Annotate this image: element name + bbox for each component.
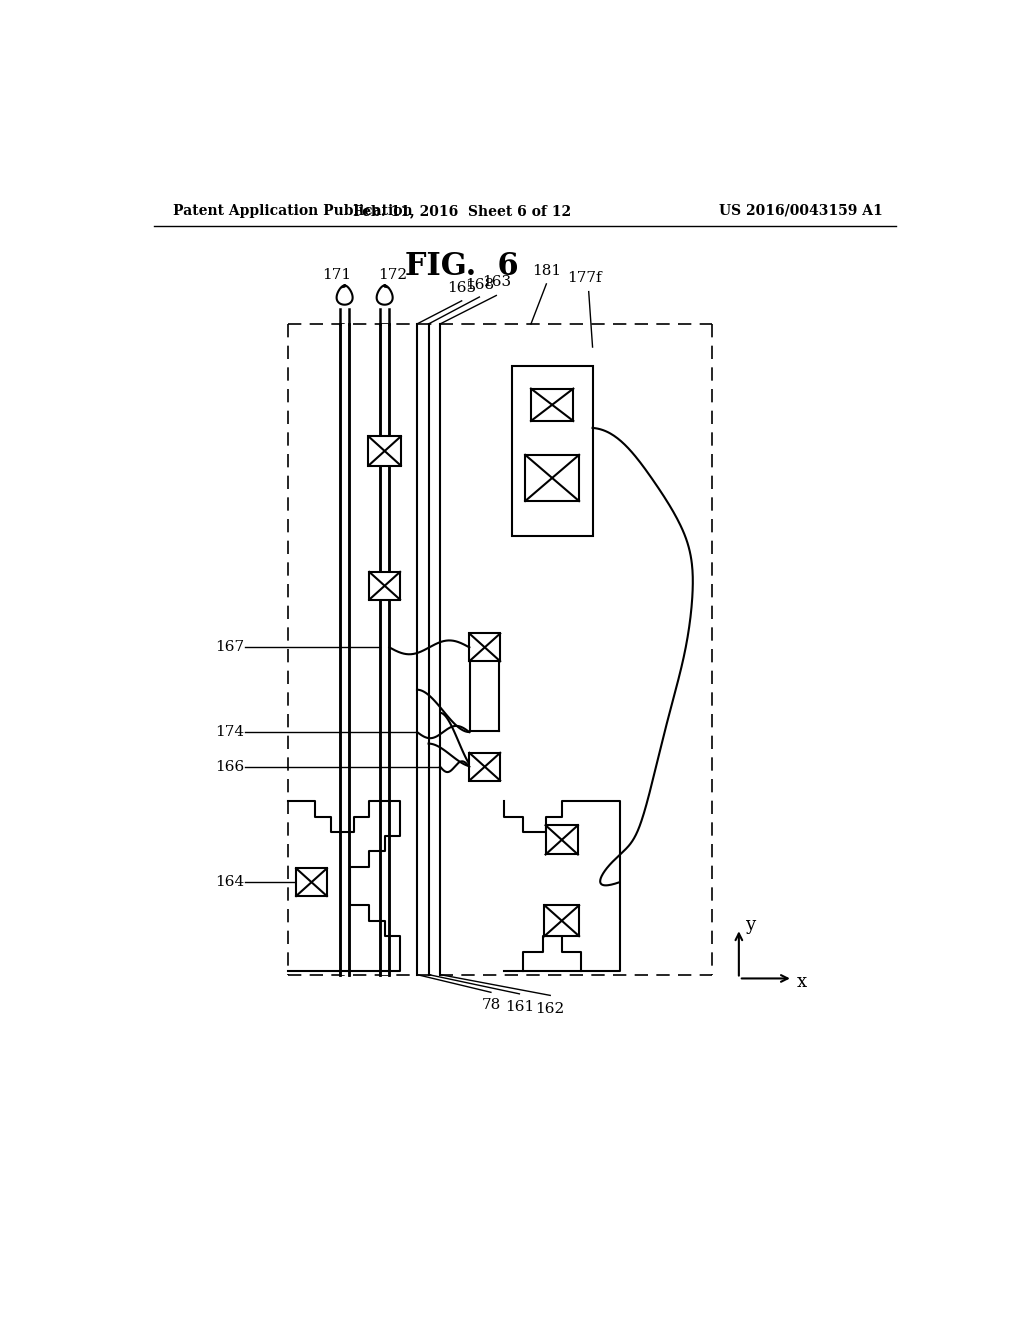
Text: 162: 162 <box>536 1002 565 1015</box>
Bar <box>531 388 573 421</box>
Text: 166: 166 <box>215 760 245 774</box>
Text: 168: 168 <box>465 279 494 293</box>
Text: 181: 181 <box>531 264 561 277</box>
Text: 172: 172 <box>378 268 407 281</box>
Text: FIG.  6: FIG. 6 <box>404 251 518 281</box>
Bar <box>340 323 349 974</box>
Bar <box>469 634 500 661</box>
Text: 171: 171 <box>323 268 351 281</box>
Text: Patent Application Publication: Patent Application Publication <box>173 203 413 218</box>
Text: y: y <box>745 916 755 933</box>
Text: Feb. 11, 2016  Sheet 6 of 12: Feb. 11, 2016 Sheet 6 of 12 <box>352 203 570 218</box>
Bar <box>546 825 578 854</box>
Bar <box>525 455 580 502</box>
Text: 163: 163 <box>481 276 511 289</box>
Text: 78: 78 <box>481 998 501 1011</box>
Bar <box>469 752 500 780</box>
Bar <box>296 869 327 896</box>
Text: x: x <box>797 973 807 991</box>
Text: 167: 167 <box>215 640 245 655</box>
Text: 161: 161 <box>505 1001 535 1014</box>
Bar <box>545 906 580 936</box>
Text: 164: 164 <box>215 875 245 890</box>
Bar <box>370 572 400 599</box>
Text: US 2016/0043159 A1: US 2016/0043159 A1 <box>719 203 883 218</box>
Text: 174: 174 <box>215 725 245 739</box>
Text: 177f: 177f <box>567 272 602 285</box>
Text: 165: 165 <box>447 281 476 296</box>
Bar <box>512 367 593 536</box>
Bar <box>369 437 400 466</box>
Bar <box>380 323 389 974</box>
